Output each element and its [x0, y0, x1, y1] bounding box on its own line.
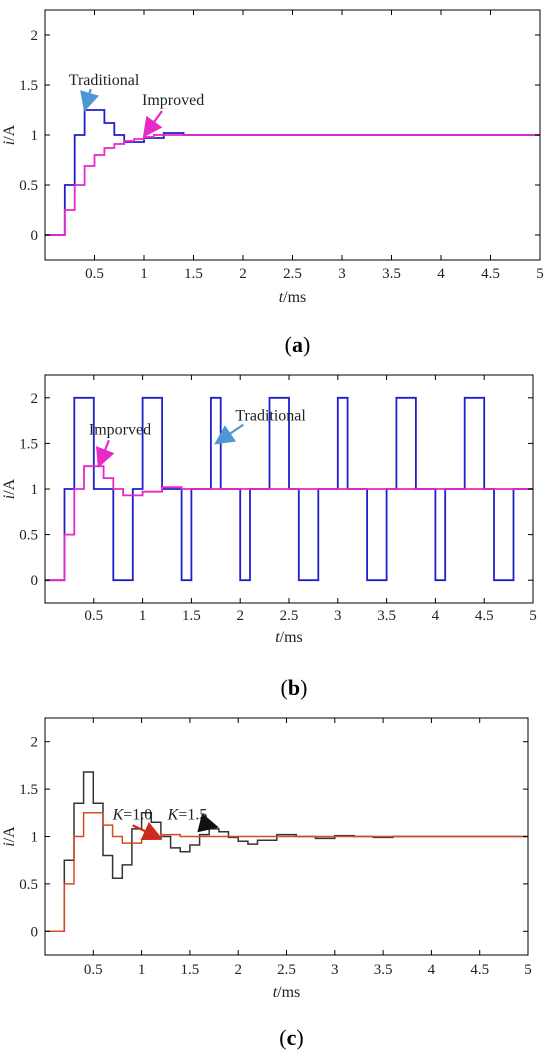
y-tick-label: 0: [31, 924, 39, 940]
x-tick-label: 4: [437, 266, 445, 282]
annotation-arrow: [142, 110, 163, 138]
x-tick-label: 2: [236, 608, 244, 624]
y-tick-label: 0.5: [19, 528, 38, 544]
series-line-k-1-0: [45, 812, 528, 933]
x-tick-label: 5: [529, 608, 537, 624]
y-axis-label-var: i: [1, 842, 18, 846]
annotation-arrow: [132, 821, 163, 840]
annotation-arrow: [197, 813, 219, 833]
x-tick-label: 2: [239, 266, 247, 282]
y-axis-label-unit: /A: [1, 478, 18, 494]
x-tick-label: 1.5: [182, 608, 201, 624]
x-tick-label: 2.5: [280, 608, 299, 624]
y-tick-label: 0.5: [19, 178, 38, 194]
y-axis-label-var: i: [1, 141, 18, 145]
series-line-traditional: [45, 396, 533, 582]
x-tick-label: 3.5: [374, 962, 393, 978]
x-tick-label: 3: [334, 608, 342, 624]
annotation-label: Imporved: [89, 421, 151, 438]
x-axis-label-unit: /ms: [283, 289, 306, 306]
x-tick-label: 3.5: [382, 266, 401, 282]
x-tick-label: 1: [140, 266, 148, 282]
annotation-label: Traditional: [235, 408, 306, 425]
x-tick-label: 2.5: [277, 962, 296, 978]
y-tick-label: 1.5: [19, 436, 38, 452]
panel-c: 0.5 1 1.5 2 2.5 3 3.5 4 4.5 5 0 0.5 1 1.5 2 t/ms i/A K=1.…: [1, 717, 532, 1050]
y-tick-label: 2: [31, 735, 39, 751]
annotation-label: K=1.0: [112, 806, 153, 823]
x-axis-label: t/ms: [275, 629, 303, 646]
annotation-label: K=1.5: [167, 806, 208, 823]
x-tick-label: 4.5: [481, 266, 500, 282]
x-axis-label-var: t: [279, 289, 284, 306]
panel-b: 0.5 1 1.5 2 2.5 3 3.5 4 4.5 5 0 0.5 1 1.5 2 t/ms i/A Impo…: [1, 374, 537, 700]
annotation-arrow: [214, 423, 244, 445]
y-axis-label: i/A: [1, 124, 18, 145]
y-tick-label: 0: [31, 573, 39, 589]
series-line-traditional: [45, 109, 540, 236]
y-axis-label: i/A: [1, 826, 18, 847]
x-axis-label: t/ms: [273, 984, 301, 1001]
annotation-label: Improved: [142, 92, 204, 109]
x-tick-label: 5: [524, 962, 532, 978]
x-axis-label-var: t: [273, 984, 278, 1001]
series-line-k-1-5: [45, 771, 528, 933]
x-tick-label: 2: [234, 962, 242, 978]
x-tick-label: 3: [331, 962, 339, 978]
y-tick-label: 1: [31, 482, 39, 498]
x-tick-label: 0.5: [85, 266, 104, 282]
x-tick-label: 0.5: [84, 962, 103, 978]
x-tick-label: 1: [139, 608, 147, 624]
x-axis-label: t/ms: [279, 289, 307, 306]
panel-a: 0.5 1 1.5 2 2.5 3 3.5 4 4.5 5 0 0.5 1 1.5 2 t/ms i/A Trad…: [1, 9, 544, 357]
panel-label: (a): [285, 332, 311, 357]
x-tick-label: 2.5: [283, 266, 302, 282]
x-axis-label-unit: /ms: [277, 984, 300, 1001]
panel-label: (c): [279, 1025, 303, 1050]
x-axis-label-unit: /ms: [280, 629, 303, 646]
x-tick-label: 5: [536, 266, 544, 282]
y-tick-label: 0.5: [19, 877, 38, 893]
x-tick-label: 4.5: [470, 962, 489, 978]
y-axis-label-var: i: [1, 495, 18, 499]
series-line-improved: [45, 465, 533, 582]
panel-label: (b): [281, 675, 308, 700]
x-tick-label: 1: [138, 962, 146, 978]
x-tick-label: 3.5: [377, 608, 396, 624]
x-tick-label: 4: [432, 608, 440, 624]
x-tick-label: 3: [338, 266, 346, 282]
x-tick-label: 4: [428, 962, 436, 978]
y-tick-label: 1.5: [19, 78, 38, 94]
y-axis-label: i/A: [1, 478, 18, 499]
annotation-arrow: [96, 439, 115, 469]
y-tick-label: 2: [31, 391, 39, 407]
annotation-label: Traditional: [69, 72, 140, 89]
x-tick-label: 4.5: [475, 608, 494, 624]
x-tick-label: 1.5: [181, 962, 200, 978]
y-axis-label-unit: /A: [1, 826, 18, 842]
annotation-arrow: [80, 88, 100, 112]
x-tick-label: 0.5: [84, 608, 103, 624]
y-tick-label: 0: [31, 228, 39, 244]
y-tick-label: 1: [31, 830, 39, 846]
series-line-improved: [45, 134, 540, 236]
x-tick-label: 1.5: [184, 266, 203, 282]
y-axis-label-unit: /A: [1, 124, 18, 140]
y-tick-label: 1.5: [19, 782, 38, 798]
y-tick-label: 1: [31, 128, 39, 144]
x-axis-label-var: t: [275, 629, 280, 646]
y-tick-label: 2: [31, 28, 39, 44]
